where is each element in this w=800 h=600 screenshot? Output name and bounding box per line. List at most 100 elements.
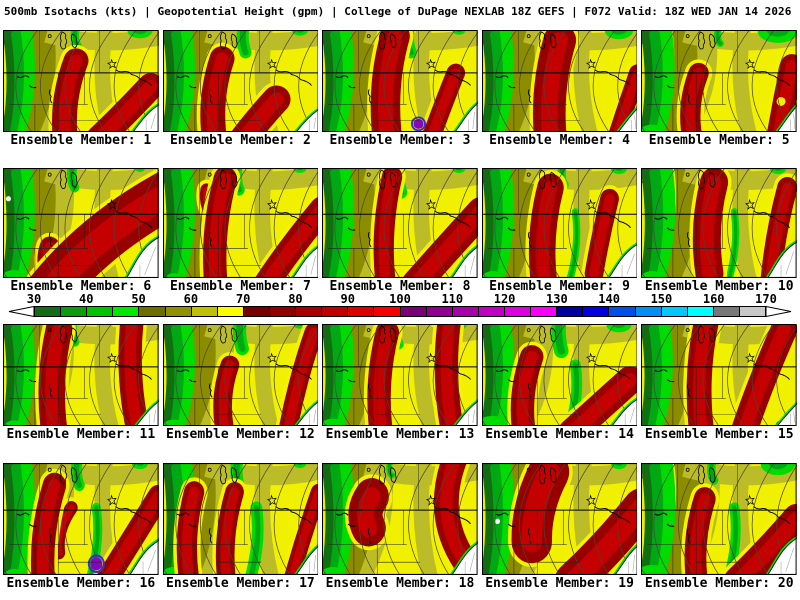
ensemble-panel-6: Ensemble Member: 6 <box>3 168 159 294</box>
ensemble-panel-3: Ensemble Member: 3 <box>322 30 478 148</box>
ensemble-map-17 <box>162 463 319 575</box>
colorbar-segment-1 <box>61 307 88 316</box>
ensemble-map-19 <box>481 463 638 575</box>
colorbar-tick-label: 120 <box>493 292 516 306</box>
ensemble-member-label: Ensemble Member: 8 <box>329 279 471 294</box>
ensemble-member-label: Ensemble Member: 19 <box>485 576 634 591</box>
colorbar-tick-label: 40 <box>79 292 94 306</box>
colorbar-bar <box>8 306 792 317</box>
ensemble-map-4 <box>481 30 638 132</box>
colorbar-segment-20 <box>557 307 584 316</box>
ensemble-panel-13: Ensemble Member: 13 <box>322 324 478 442</box>
colorbar-segment-14 <box>400 307 427 316</box>
colorbar-segment-2 <box>87 307 114 316</box>
ensemble-panel-16: Ensemble Member: 16 <box>3 463 159 591</box>
colorbar-tick-label: 100 <box>389 292 411 306</box>
ensemble-member-label: Ensemble Member: 18 <box>325 576 475 591</box>
colorbar-tick-label: 150 <box>650 292 673 306</box>
ensemble-panel-9: Ensemble Member: 9 <box>481 168 638 294</box>
colorbar-tick-label: 140 <box>598 292 620 306</box>
ensemble-row-4: Ensemble Member: 16 Ensemble Member: 17 En… <box>3 463 797 591</box>
colorbar-segment-27 <box>739 307 766 316</box>
colorbar-segment-25 <box>687 307 714 316</box>
colorbar-segment-15 <box>426 307 453 316</box>
ensemble-member-label: Ensemble Member: 5 <box>648 133 790 148</box>
colorbar-segment-21 <box>583 307 610 316</box>
ensemble-map-16 <box>3 463 159 575</box>
colorbar-segment-8 <box>243 307 270 316</box>
colorbar-segment-11 <box>322 307 349 316</box>
ensemble-panel-7: Ensemble Member: 7 <box>162 168 319 294</box>
ensemble-map-15 <box>641 324 797 426</box>
product-title: 500mb Isotachs (kts) | Geopotential Heig… <box>4 5 792 18</box>
colorbar-segment-26 <box>713 307 740 316</box>
colorbar-segment-5 <box>165 307 192 316</box>
ensemble-map-1 <box>3 30 159 132</box>
colorbar-segment-23 <box>635 307 662 316</box>
ensemble-member-label: Ensemble Member: 11 <box>6 427 156 442</box>
ensemble-member-label: Ensemble Member: 16 <box>6 576 156 591</box>
colorbar-tick-label: 170 <box>755 292 777 306</box>
colorbar-tick-label: 130 <box>546 292 568 306</box>
colorbar-segments <box>34 306 766 317</box>
colorbar-tick-label: 110 <box>441 292 464 306</box>
ensemble-member-label: Ensemble Member: 1 <box>10 133 152 148</box>
colorbar-left-arrow-icon <box>8 306 34 317</box>
colorbar-segment-10 <box>296 307 323 316</box>
ensemble-panel-10: Ensemble Member: 10 <box>641 168 797 294</box>
ensemble-map-20 <box>641 463 797 575</box>
ensemble-member-label: Ensemble Member: 2 <box>169 133 311 148</box>
ensemble-panel-8: Ensemble Member: 8 <box>322 168 478 294</box>
ensemble-member-label: Ensemble Member: 12 <box>166 427 315 442</box>
colorbar-segment-9 <box>269 307 297 316</box>
ensemble-member-label: Ensemble Member: 20 <box>644 576 794 591</box>
colorbar-segment-17 <box>478 307 505 316</box>
ensemble-map-3 <box>322 30 478 132</box>
ensemble-panel-4: Ensemble Member: 4 <box>481 30 638 148</box>
ensemble-member-label: Ensemble Member: 17 <box>166 576 315 591</box>
ensemble-panel-15: Ensemble Member: 15 <box>641 324 797 442</box>
colorbar-segment-3 <box>113 307 140 316</box>
isotach-colorbar: 30 40 50 60 70 80 90 100 110 120 130 140 150 160 170 <box>8 293 792 319</box>
colorbar-segment-4 <box>139 307 166 316</box>
colorbar-tick-label: 70 <box>235 292 251 306</box>
colorbar-segment-12 <box>348 307 375 316</box>
ensemble-panel-5: Ensemble Member: 5 <box>641 30 797 148</box>
colorbar-segment-7 <box>217 307 244 316</box>
ensemble-panel-2: Ensemble Member: 2 <box>162 30 319 148</box>
ensemble-map-6 <box>3 168 159 278</box>
ensemble-map-10 <box>641 168 797 278</box>
ensemble-map-7 <box>162 168 319 278</box>
ensemble-panel-20: Ensemble Member: 20 <box>641 463 797 591</box>
ensemble-member-label: Ensemble Member: 15 <box>644 427 794 442</box>
ensemble-map-12 <box>162 324 319 426</box>
ensemble-member-label: Ensemble Member: 4 <box>489 133 631 148</box>
ensemble-panel-14: Ensemble Member: 14 <box>481 324 638 442</box>
colorbar-tick-label: 30 <box>26 292 42 306</box>
ensemble-map-8 <box>322 168 478 278</box>
colorbar-segment-18 <box>504 307 532 316</box>
colorbar-segment-16 <box>452 307 479 316</box>
ensemble-panel-19: Ensemble Member: 19 <box>481 463 638 591</box>
ensemble-map-11 <box>3 324 159 426</box>
colorbar-segment-6 <box>191 307 218 316</box>
ensemble-panel-1: Ensemble Member: 1 <box>3 30 159 148</box>
colorbar-right-arrow-icon <box>766 306 792 317</box>
ensemble-member-label: Ensemble Member: 13 <box>325 427 475 442</box>
ensemble-panel-12: Ensemble Member: 12 <box>162 324 319 442</box>
colorbar-segment-0 <box>35 307 62 316</box>
colorbar-segment-24 <box>661 307 688 316</box>
ensemble-panel-17: Ensemble Member: 17 <box>162 463 319 591</box>
ensemble-member-label: Ensemble Member: 9 <box>489 279 631 294</box>
ensemble-map-9 <box>481 168 638 278</box>
ensemble-row-2: Ensemble Member: 6 Ensemble Member: 7 Ense… <box>3 168 797 294</box>
ensemble-map-5 <box>641 30 797 132</box>
colorbar-segment-13 <box>374 307 401 316</box>
colorbar-segment-22 <box>609 307 636 316</box>
ensemble-map-18 <box>322 463 478 575</box>
ensemble-panel-18: Ensemble Member: 18 <box>322 463 478 591</box>
colorbar-tick-label: 60 <box>183 292 199 306</box>
ensemble-member-label: Ensemble Member: 6 <box>10 279 152 294</box>
ensemble-row-1: Ensemble Member: 1 Ensemble Member: 2 Ense… <box>3 30 797 148</box>
ensemble-map-2 <box>162 30 319 132</box>
